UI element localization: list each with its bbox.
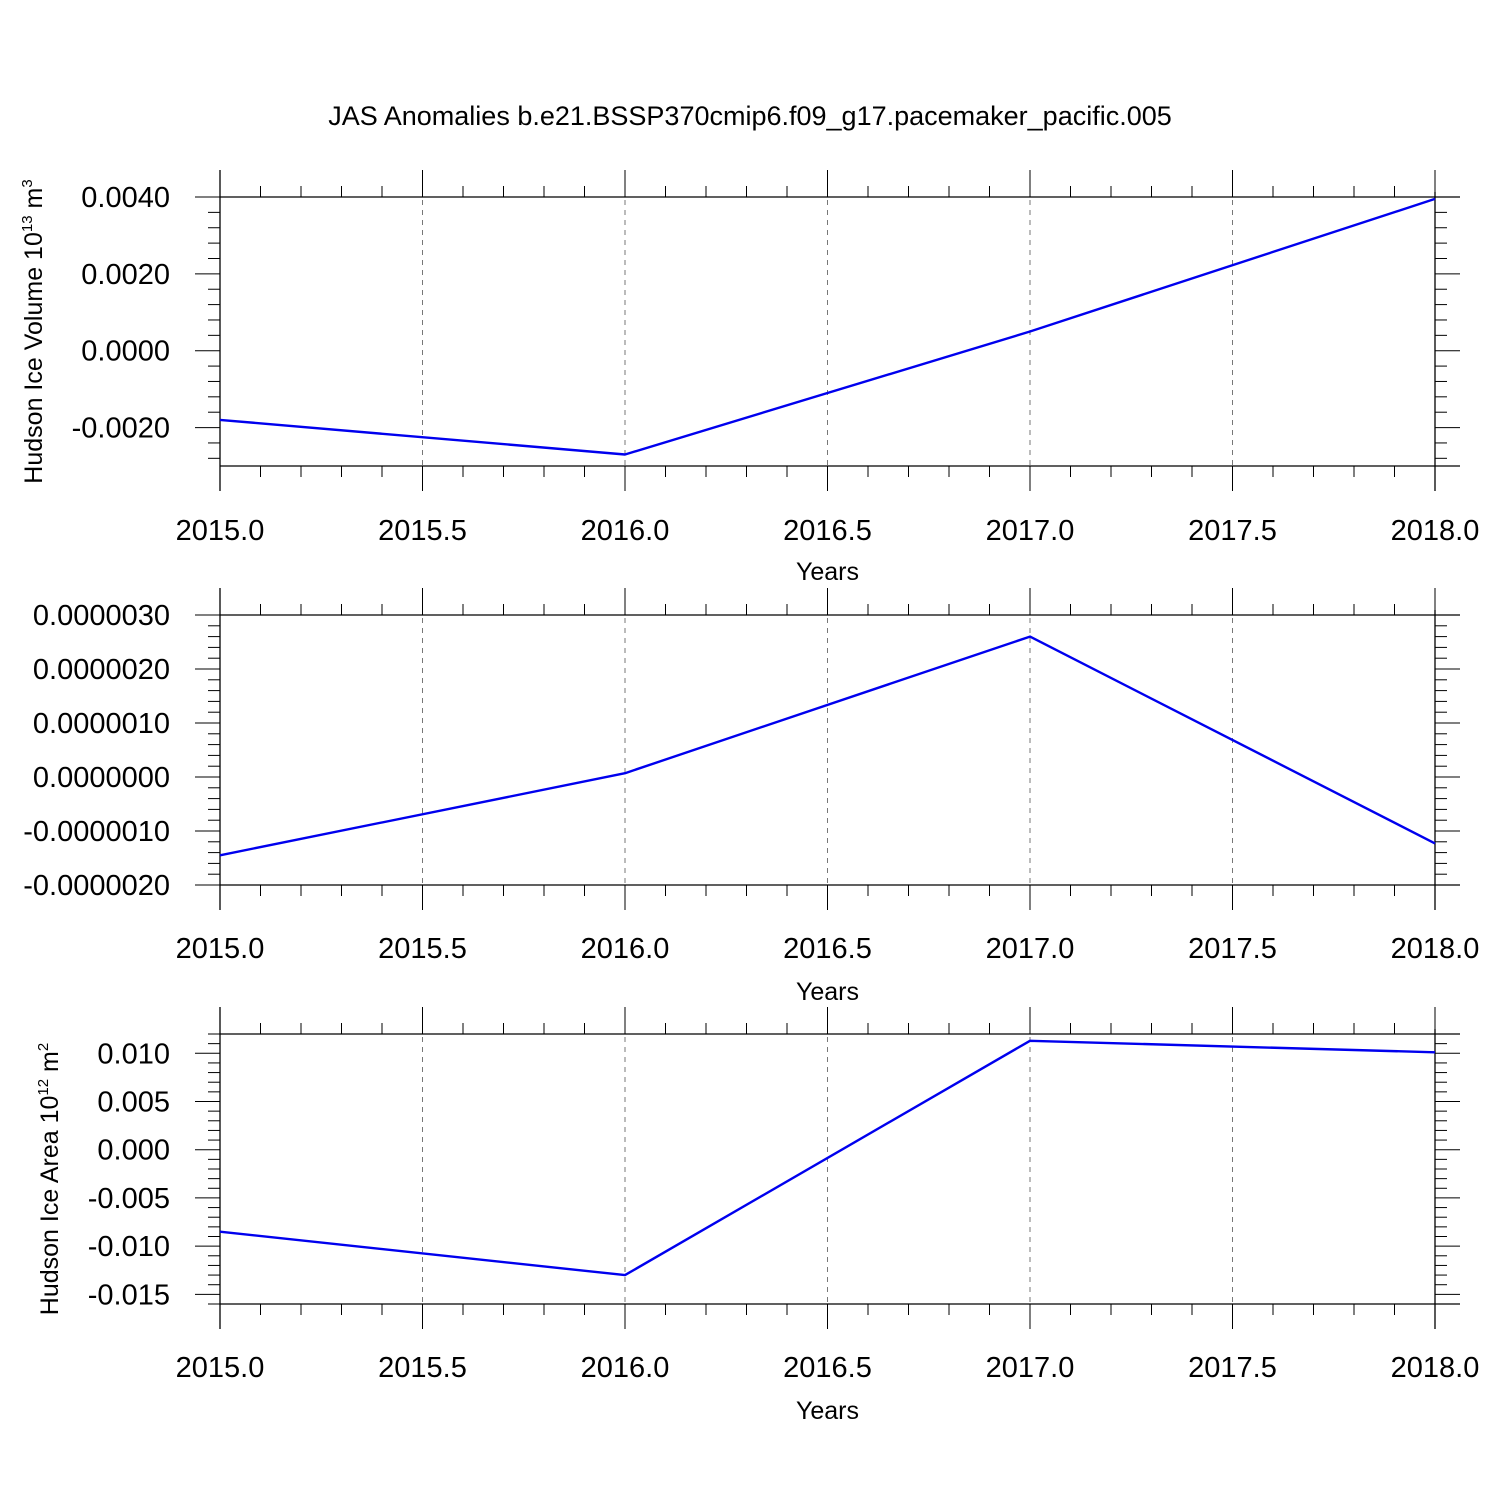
y-tick-label: 0.0000020 <box>33 654 170 686</box>
y-axis-title: Hudson Ice Volume 1013 m3 <box>19 179 48 483</box>
series-line-1 <box>219 197 1436 456</box>
x-tick-label: 2017.0 <box>986 515 1075 547</box>
x-tick-label: 2016.5 <box>783 515 872 547</box>
x-tick-label: 2017.0 <box>986 933 1075 965</box>
x-tick-label: 2015.0 <box>176 933 265 965</box>
panel-1: 2015.0 2015.5 2016.0 2016.5 2017.0 2017.5 2018… <box>19 170 1479 586</box>
x-tick-label: 2015.5 <box>378 515 467 547</box>
y-tick-label: 0.0040 <box>81 182 170 214</box>
y-tick-label: 0.0000010 <box>33 708 170 740</box>
x-tick-label: 2017.5 <box>1188 515 1277 547</box>
x-tick-label: 2016.5 <box>783 933 872 965</box>
y-tick-label: 0.0000 <box>81 336 170 368</box>
x-tick-label: 2016.5 <box>783 1352 872 1384</box>
y-tick-label: -0.0000010 <box>23 816 170 848</box>
x-tick-label: 2015.0 <box>176 1352 265 1384</box>
y-tick-label: 0.0000030 <box>33 600 170 632</box>
x-tick-label: 2016.0 <box>581 1352 670 1384</box>
panel-3: 2015.0 2015.5 2016.0 2016.5 2017.0 2017.5 2018… <box>35 1007 1479 1425</box>
y-tick-label: 0.005 <box>97 1087 170 1119</box>
x-tick-label: 2016.0 <box>581 933 670 965</box>
x-tick-label: 2018.0 <box>1391 933 1480 965</box>
y-tick-label: 0.010 <box>97 1038 170 1070</box>
x-tick-label: 2018.0 <box>1391 515 1480 547</box>
x-tick-label: 2015.5 <box>378 1352 467 1384</box>
y-tick-label: -0.0000020 <box>23 870 170 902</box>
panels: 2015.0 2015.5 2016.0 2016.5 2017.0 2017.5 2018… <box>19 170 1479 1425</box>
x-tick-label: 2017.5 <box>1188 933 1277 965</box>
x-axis-title: Years <box>796 978 859 1006</box>
x-tick-label: 2016.0 <box>581 515 670 547</box>
y-tick-label: -0.0020 <box>72 413 170 445</box>
x-tick-label: 2017.5 <box>1188 1352 1277 1384</box>
x-tick-label: 2018.0 <box>1391 1352 1480 1384</box>
y-tick-label: 0.0020 <box>81 259 170 291</box>
x-axis-title: Years <box>796 1397 859 1425</box>
x-tick-label: 2015.0 <box>176 515 265 547</box>
x-tick-label: 2017.0 <box>986 1352 1075 1384</box>
y-tick-label: -0.005 <box>88 1183 170 1215</box>
series-line-1 <box>219 635 1436 857</box>
series-line-1 <box>219 1039 1436 1277</box>
x-axis-title: Years <box>796 558 859 586</box>
panel-2: 2015.0 2015.5 2016.0 2016.5 2017.0 2017.5 2018… <box>23 588 1479 1006</box>
y-axis-title: Hudson Ice Area 1012 m2 <box>35 1043 64 1315</box>
x-tick-label: 2015.5 <box>378 933 467 965</box>
figure-title: JAS Anomalies b.e21.BSSP370cmip6.f09_g17… <box>328 101 1172 131</box>
y-tick-label: -0.015 <box>88 1279 170 1311</box>
y-tick-label: 0.0000000 <box>33 762 170 794</box>
y-tick-label: 0.000 <box>97 1135 170 1167</box>
y-tick-label: -0.010 <box>88 1231 170 1263</box>
